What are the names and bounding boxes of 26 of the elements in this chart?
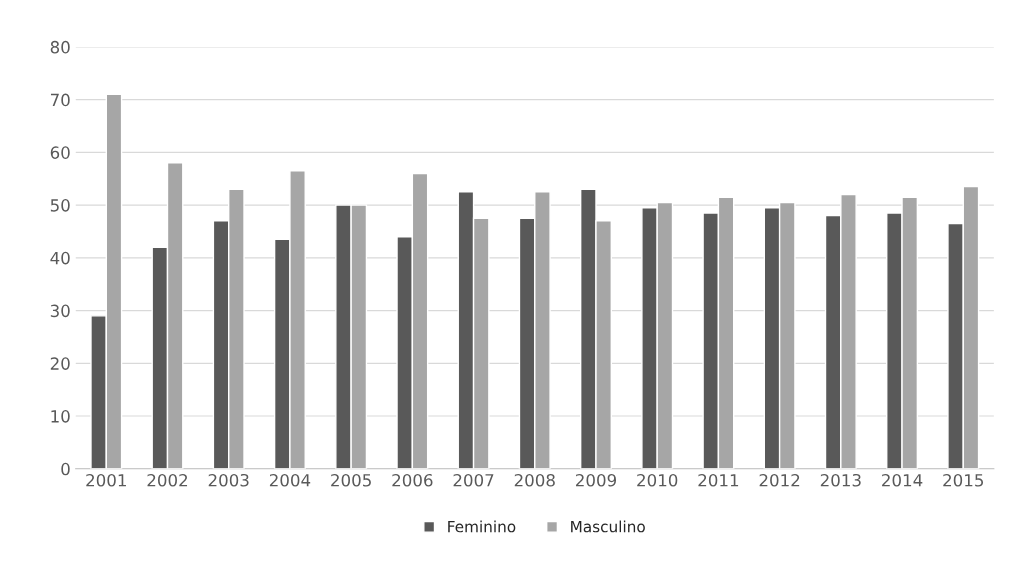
x-tick-label: 2010: [637, 473, 678, 487]
x-tick-label: 2004: [269, 473, 311, 487]
y-tick-label: 10: [51, 410, 70, 423]
x-tick-label: 2013: [820, 473, 861, 487]
x-tick-label: 2001: [86, 473, 126, 487]
x-tick-label: 2014: [882, 473, 923, 487]
y-tick-label: 30: [50, 304, 70, 318]
x-tick-label: 2011: [698, 473, 739, 487]
y-tick-label: 50: [50, 199, 70, 212]
x-tick-label: 2009: [576, 473, 617, 487]
y-tick-label: 20: [50, 357, 70, 370]
x-tick-label: 2006: [392, 473, 433, 487]
x-tick-label: 2008: [514, 473, 555, 487]
x-tick-label: 2007: [453, 473, 494, 487]
x-tick-label: 2015: [943, 473, 984, 487]
y-tick-label: 0: [61, 462, 70, 476]
x-tick-label: 2002: [147, 473, 188, 487]
x-tick-label: 2005: [331, 473, 371, 487]
y-tick-label: 60: [50, 146, 70, 159]
y-tick-label: 70: [50, 93, 70, 107]
y-tick-label: 40: [50, 251, 70, 265]
legend-label: Feminino: [448, 520, 516, 533]
x-tick-label: 2003: [208, 473, 249, 487]
legend-label: Masculino: [571, 520, 645, 533]
y-tick-label: 80: [50, 40, 70, 54]
x-tick-label: 2012: [759, 473, 800, 487]
